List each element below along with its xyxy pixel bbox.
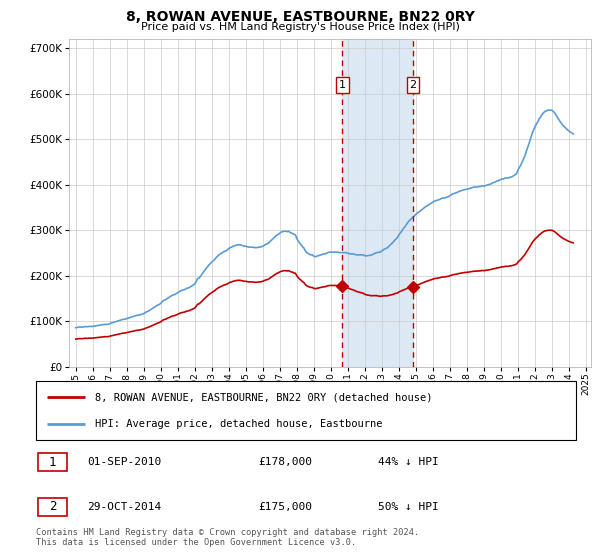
Text: 1: 1 — [49, 455, 56, 469]
Text: 44% ↓ HPI: 44% ↓ HPI — [378, 457, 439, 467]
Bar — [342, 39, 413, 367]
Text: 8, ROWAN AVENUE, EASTBOURNE, BN22 0RY: 8, ROWAN AVENUE, EASTBOURNE, BN22 0RY — [125, 10, 475, 24]
Text: 2: 2 — [409, 80, 416, 90]
Text: 1: 1 — [339, 80, 346, 90]
Text: 2: 2 — [49, 500, 56, 514]
Text: 8, ROWAN AVENUE, EASTBOURNE, BN22 0RY (detached house): 8, ROWAN AVENUE, EASTBOURNE, BN22 0RY (d… — [95, 392, 433, 402]
Text: HPI: Average price, detached house, Eastbourne: HPI: Average price, detached house, East… — [95, 419, 383, 429]
Text: £175,000: £175,000 — [258, 502, 312, 512]
Text: Price paid vs. HM Land Registry's House Price Index (HPI): Price paid vs. HM Land Registry's House … — [140, 22, 460, 32]
Text: £178,000: £178,000 — [258, 457, 312, 467]
Text: 50% ↓ HPI: 50% ↓ HPI — [378, 502, 439, 512]
Text: 29-OCT-2014: 29-OCT-2014 — [87, 502, 161, 512]
Text: 01-SEP-2010: 01-SEP-2010 — [87, 457, 161, 467]
Text: Contains HM Land Registry data © Crown copyright and database right 2024.
This d: Contains HM Land Registry data © Crown c… — [36, 528, 419, 547]
